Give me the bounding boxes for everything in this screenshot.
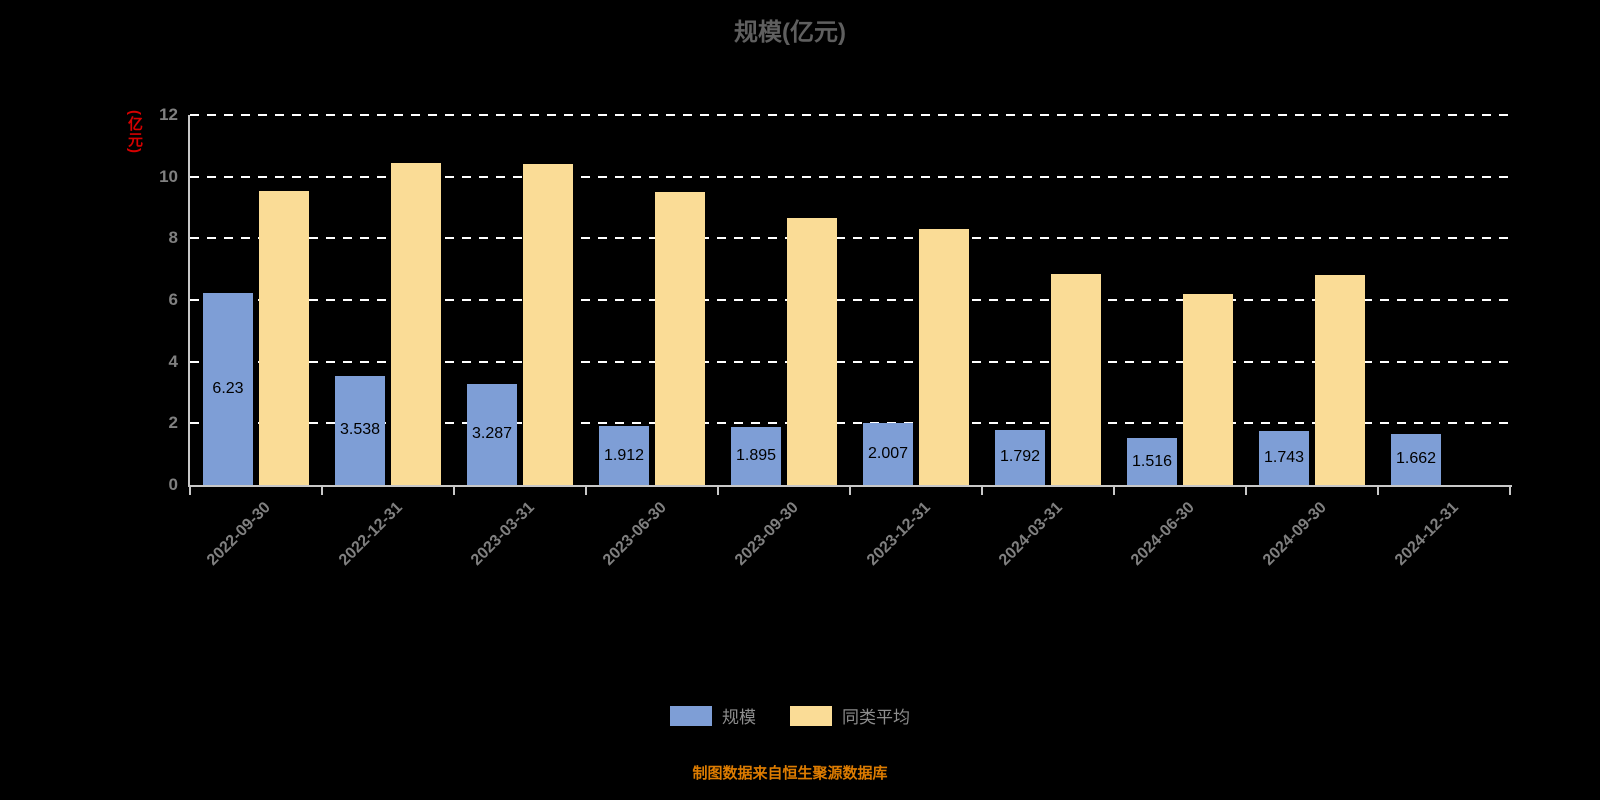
y-tick-label: 4 (168, 351, 178, 371)
legend-swatch-average-icon (790, 705, 832, 726)
x-axis-tick-mark (717, 487, 719, 495)
x-axis-tick-mark (1245, 487, 1247, 495)
bar-value-label: 1.792 (999, 448, 1041, 466)
bar-scale: 1.792 (995, 429, 1045, 485)
plot-area: 6.23 3.538 3.287 1.912 1.895 2.007 1.792 1.516 1… (189, 114, 1511, 495)
y-tick-label: 0 (168, 475, 178, 494)
bar-category-average (655, 192, 705, 485)
legend-swatch-scale-icon (670, 705, 712, 726)
bar-category-average (259, 190, 309, 485)
bar-scale: 3.287 (467, 383, 517, 485)
bar-category-average (1315, 275, 1365, 485)
x-axis-tick-mark (585, 487, 587, 495)
bar-value-label: 1.912 (603, 446, 645, 464)
bar-category-average (523, 164, 573, 485)
bar-scale: 1.895 (731, 426, 781, 485)
x-tick-label: 2023-09-30 (732, 499, 803, 569)
x-axis-tick-labels: 2022-09-30 2022-12-31 2023-03-31 2023-06-30… (190, 499, 1510, 629)
bar-category-average (1051, 273, 1101, 485)
legend-item-scale: 规模 (670, 703, 756, 728)
bar-value-label: 1.895 (735, 446, 777, 464)
x-tick-label: 2023-12-31 (864, 499, 935, 569)
gridline (190, 360, 1510, 363)
legend: 规模 同类平均 (0, 703, 1580, 728)
x-axis-tick-mark (1509, 487, 1511, 495)
bar-scale: 6.23 (203, 292, 253, 485)
bar-scale: 3.538 (335, 375, 385, 485)
bar-scale: 2.007 (863, 423, 913, 485)
x-tick-label: 2023-03-31 (468, 499, 539, 569)
bar-category-average (919, 229, 969, 485)
bar-value-label: 1.743 (1263, 449, 1305, 467)
bar-scale: 1.662 (1391, 433, 1441, 485)
bar-value-label: 6.23 (212, 379, 244, 397)
data-source-note: 制图数据来自恒生聚源数据库 (692, 765, 888, 782)
gridline (190, 114, 1510, 116)
x-tick-label: 2024-12-31 (1392, 499, 1463, 569)
x-axis-line (188, 485, 1512, 487)
chart-title: 规模(亿元) (734, 19, 846, 46)
x-tick-label: 2024-06-30 (1128, 499, 1199, 569)
x-tick-label: 2024-03-31 (996, 499, 1067, 569)
y-axis-tick-labels: 0 2 4 6 8 10 12 (0, 105, 178, 494)
y-axis-unit-label: (亿元) (126, 110, 143, 154)
bar-value-label: 3.287 (471, 425, 513, 443)
legend-item-average: 同类平均 (790, 703, 910, 728)
gridline (190, 299, 1510, 301)
bar-scale: 1.743 (1259, 431, 1309, 485)
y-tick-label: 10 (159, 166, 178, 186)
y-tick-label: 6 (168, 290, 178, 309)
x-axis-tick-mark (189, 487, 191, 495)
bar-value-label: 1.662 (1395, 450, 1437, 468)
gridline (190, 175, 1510, 178)
legend-label-average: 同类平均 (842, 708, 910, 727)
y-tick-label: 2 (168, 413, 178, 433)
bar-value-label: 3.538 (339, 421, 381, 439)
bar-category-average (1183, 293, 1233, 485)
y-tick-label: 12 (159, 105, 178, 124)
bar-value-label: 2.007 (867, 445, 909, 463)
y-tick-label: 8 (168, 228, 178, 248)
bar-scale: 1.516 (1127, 438, 1177, 485)
x-axis-tick-mark (849, 487, 851, 495)
bar-value-label: 1.516 (1131, 452, 1173, 470)
x-tick-label: 2024-09-30 (1260, 499, 1331, 569)
legend-label-scale: 规模 (722, 708, 756, 727)
y-axis-line (188, 115, 190, 487)
x-tick-label: 2023-06-30 (600, 499, 671, 569)
x-axis-tick-mark (1113, 487, 1115, 495)
bar-category-average (391, 162, 441, 485)
x-axis-tick-mark (981, 487, 983, 495)
bar-scale: 1.912 (599, 426, 649, 485)
gridline (190, 237, 1510, 240)
x-axis-tick-mark (321, 487, 323, 495)
x-tick-label: 2022-09-30 (204, 499, 275, 569)
x-axis-tick-mark (453, 487, 455, 495)
bar-category-average (787, 218, 837, 485)
x-tick-label: 2022-12-31 (336, 499, 407, 569)
gridline (190, 422, 1510, 425)
x-axis-tick-mark (1377, 487, 1379, 495)
